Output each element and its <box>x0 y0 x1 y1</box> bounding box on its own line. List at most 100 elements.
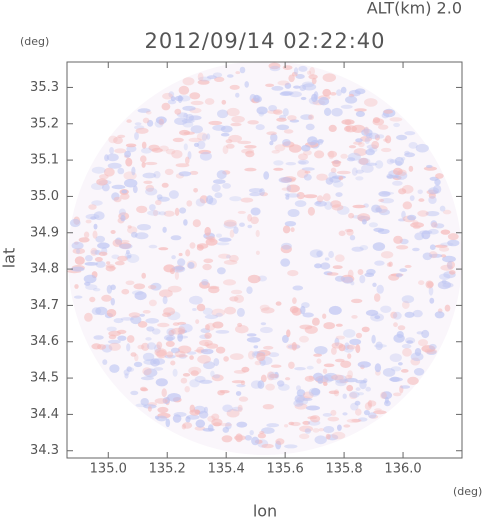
echo-blob <box>230 289 243 295</box>
echo-blob <box>196 244 204 251</box>
echo-blob <box>367 399 373 408</box>
echo-blob <box>148 144 160 151</box>
echo-blob <box>364 127 369 134</box>
echo-blob <box>386 175 399 179</box>
echo-blob <box>118 208 126 216</box>
echo-blob <box>182 105 196 111</box>
echo-blob <box>346 384 354 392</box>
echo-blob <box>354 400 361 406</box>
echo-blob <box>406 340 414 344</box>
echo-blob <box>223 221 237 229</box>
echo-blob <box>428 286 434 296</box>
echo-blob <box>364 402 372 411</box>
echo-blob <box>134 232 149 240</box>
echo-blob <box>142 352 155 362</box>
echo-blob <box>282 225 291 234</box>
echo-blob <box>172 322 180 326</box>
echo-blob <box>323 363 335 368</box>
echo-blob <box>260 326 273 334</box>
echo-blob <box>301 144 311 152</box>
echo-blob <box>187 262 195 269</box>
echo-blob <box>383 109 394 114</box>
echo-blob <box>120 317 134 321</box>
echo-blob <box>349 338 362 346</box>
echo-blob <box>194 375 206 383</box>
echo-blob <box>398 188 407 195</box>
echo-blob <box>386 158 395 165</box>
echo-blob <box>197 140 206 150</box>
echo-blob <box>277 380 285 387</box>
echo-blob <box>185 156 190 165</box>
echo-blob <box>265 383 275 391</box>
echo-blob <box>404 311 415 318</box>
echo-blob <box>414 348 422 356</box>
echo-blob <box>141 161 146 168</box>
echo-blob <box>245 150 255 158</box>
echo-blob <box>345 96 358 104</box>
echo-blob <box>325 177 334 185</box>
echo-blob <box>297 159 309 165</box>
echo-blob <box>286 329 291 338</box>
echo-blob <box>282 335 289 343</box>
echo-blob <box>216 170 227 180</box>
echo-blob <box>303 174 312 181</box>
echo-blob <box>237 404 243 413</box>
echo-blob <box>229 254 239 263</box>
echo-blob <box>137 321 148 328</box>
echo-blob <box>263 345 274 350</box>
echo-blob <box>113 136 123 145</box>
echo-blob <box>195 198 206 207</box>
echo-blob <box>106 153 119 162</box>
echo-blob <box>142 310 151 314</box>
echo-blob <box>198 410 209 419</box>
echo-blob <box>161 102 171 111</box>
echo-blob <box>212 124 226 131</box>
echo-blob <box>89 296 96 303</box>
echo-blob <box>410 357 421 366</box>
echo-blob <box>123 369 130 376</box>
echo-blob <box>323 381 328 386</box>
echo-blob <box>346 157 356 162</box>
echo-blob <box>261 427 275 434</box>
echo-blob <box>331 431 346 440</box>
echo-blob <box>238 396 249 402</box>
echo-blob <box>288 144 302 153</box>
echo-blob <box>73 295 83 299</box>
x-tick-label: 135.2 <box>149 462 186 477</box>
echo-blob <box>273 109 283 115</box>
echo-blob <box>74 284 79 289</box>
echo-blob <box>165 418 171 428</box>
echo-blob <box>202 263 212 271</box>
echo-blob <box>229 296 239 302</box>
echo-blob <box>126 335 135 343</box>
echo-blob <box>213 179 226 185</box>
echo-blob <box>223 356 229 362</box>
echo-blob <box>332 181 344 188</box>
echo-blob <box>274 144 286 152</box>
echo-blob <box>368 132 379 139</box>
echo-blob <box>171 266 186 273</box>
echo-blob <box>142 172 157 179</box>
echo-blob <box>177 332 184 342</box>
echo-blob <box>284 82 292 89</box>
echo-blob <box>337 424 342 431</box>
echo-blob <box>328 171 337 179</box>
echo-blob <box>284 221 297 227</box>
echo-blob <box>355 408 362 416</box>
echo-blob <box>78 237 90 243</box>
echo-blob <box>279 91 292 96</box>
echo-blob <box>303 194 318 199</box>
echo-blob <box>134 122 142 126</box>
echo-blob <box>377 228 390 234</box>
echo-blob <box>208 120 223 126</box>
echo-blob <box>126 254 132 259</box>
echo-blob <box>178 353 187 359</box>
plot-frame <box>66 61 463 459</box>
echo-blob <box>135 127 149 134</box>
echo-blob <box>355 387 361 391</box>
echo-blob <box>213 374 221 379</box>
echo-blob <box>377 134 385 139</box>
echo-blob <box>397 325 406 331</box>
echo-blob <box>236 307 245 317</box>
echo-blob <box>108 342 121 351</box>
